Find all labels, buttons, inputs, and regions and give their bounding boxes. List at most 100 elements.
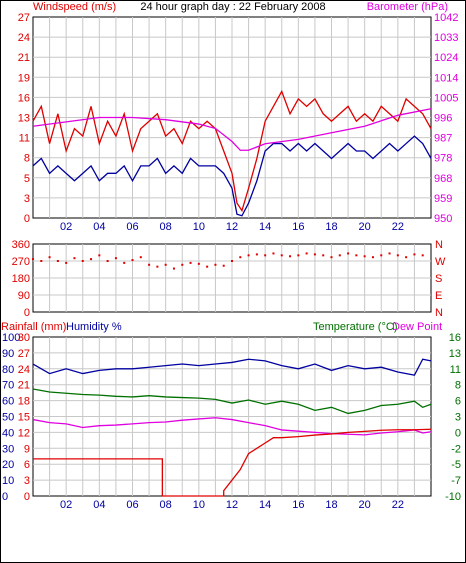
p2-direction-point xyxy=(396,254,399,257)
p1-left-tick-label: 8 xyxy=(24,153,30,165)
p3-rain-tick-label: 12 xyxy=(18,427,30,439)
p3-temp-tick-label: 11 xyxy=(450,364,461,376)
p2-direction-point xyxy=(264,254,267,257)
p2-direction-point xyxy=(189,261,192,264)
p2-direction-point xyxy=(56,260,59,262)
p3-humidity-tick-label: 70 xyxy=(2,380,14,392)
p3-humidity-tick-label: 20 xyxy=(2,459,14,471)
p2-right-tick-label: S xyxy=(435,273,442,285)
p2-direction-point xyxy=(347,252,350,255)
p3-humidity-tick-label: 30 xyxy=(2,443,14,455)
p1-x-tick-label: 16 xyxy=(292,221,304,233)
p2-direction-point xyxy=(172,267,175,270)
temperature-axis-label: Temperature (°C) xyxy=(313,321,397,333)
p3-x-tick-label: 22 xyxy=(392,499,404,511)
windspeed-axis-label: Windspeed (m/s) xyxy=(33,1,116,13)
p3-x-tick-label: 16 xyxy=(292,499,304,511)
p1-left-tick-label: 16 xyxy=(18,92,30,104)
p1-x-tick-label: 04 xyxy=(93,221,105,233)
p2-left-tick-label: 90 xyxy=(18,290,30,302)
p3-temp-tick-label: -10 xyxy=(445,491,461,503)
p3-x-tick-label: 04 xyxy=(93,499,105,511)
p3-temp-tick-label: 16 xyxy=(449,332,461,344)
p2-direction-point xyxy=(421,254,424,257)
p3-rain-tick-label: 0 xyxy=(24,491,30,503)
panel-3-series xyxy=(32,358,432,497)
p1-right-tick-label: 987 xyxy=(434,133,452,145)
p2-direction-point xyxy=(313,253,316,256)
p3-rain-tick-label: 3 xyxy=(24,475,30,487)
panel-2-left-ticks: 360 270 180 90 0 xyxy=(12,239,30,319)
p3-rain-tick-label: 21 xyxy=(18,380,30,392)
p1-left-tick-label: 11 xyxy=(19,133,30,145)
panel-2-series xyxy=(32,252,424,270)
p2-direction-point xyxy=(148,263,151,266)
panel-1-right-ticks: 950 959 968 978 987 996 1005 1014 1024 1033 1042 xyxy=(434,12,458,225)
p1-x-tick-label: 02 xyxy=(60,221,72,233)
p3-humidity-tick-label: 0 xyxy=(2,491,8,503)
p2-direction-point xyxy=(90,258,93,261)
p1-x-tick-label: 12 xyxy=(226,221,238,233)
p3-x-tick-label: 20 xyxy=(359,499,371,511)
panel-wind-barometer: Windspeed (m/s) 24 hour graph day : 22 F… xyxy=(18,1,459,233)
p2-direction-point xyxy=(255,253,258,256)
p2-left-tick-label: 360 xyxy=(12,239,30,251)
p2-direction-point xyxy=(73,257,76,260)
p2-direction-point xyxy=(65,261,68,264)
p3-x-tick-label: 14 xyxy=(259,499,271,511)
p3-humidity-tick-label: 90 xyxy=(2,348,14,360)
p1-right-tick-label: 1005 xyxy=(434,92,458,104)
p1-x-tick-label: 06 xyxy=(126,221,138,233)
p1-right-tick-label: 996 xyxy=(434,113,452,125)
p2-left-tick-label: 0 xyxy=(24,307,30,319)
p3-rain-tick-label: 30 xyxy=(18,332,30,344)
p3-x-tick-label: 12 xyxy=(226,499,238,511)
p2-direction-point xyxy=(197,262,200,265)
p3-series-line-magenta xyxy=(32,417,432,436)
p2-direction-point xyxy=(330,256,333,259)
p2-direction-point xyxy=(297,254,300,257)
p2-right-tick-label: E xyxy=(435,290,442,302)
p3-temp-tick-label: -7 xyxy=(451,475,461,487)
p1-right-tick-label: 959 xyxy=(434,193,452,205)
p2-direction-point xyxy=(280,254,283,257)
p2-left-tick-label: 180 xyxy=(12,273,30,285)
barometer-axis-label: Barometer (hPa) xyxy=(367,1,448,13)
p2-right-tick-label: N xyxy=(435,307,443,319)
p1-right-tick-label: 950 xyxy=(434,213,452,225)
p1-series-line-red xyxy=(32,89,432,213)
p2-right-tick-label: N xyxy=(435,239,443,251)
dewpoint-axis-label: Dew Point xyxy=(392,321,442,333)
p1-series-line-magenta xyxy=(32,108,432,151)
p2-right-tick-label: W xyxy=(435,256,446,268)
p3-humidity-tick-label: 40 xyxy=(2,427,14,439)
p1-x-tick-label: 22 xyxy=(392,221,404,233)
p3-humidity-tick-label: 10 xyxy=(2,475,14,487)
p2-direction-point xyxy=(289,255,292,258)
p2-direction-point xyxy=(338,254,341,257)
p3-humidity-tick-label: 60 xyxy=(2,396,14,408)
p2-direction-point xyxy=(114,257,117,260)
p1-left-tick-label: 24 xyxy=(18,32,30,44)
p1-left-tick-label: 3 xyxy=(24,193,30,205)
p1-right-tick-label: 978 xyxy=(434,153,452,165)
p2-direction-point xyxy=(156,265,159,268)
p1-right-tick-label: 1024 xyxy=(434,52,458,64)
p3-series-line-green xyxy=(32,388,432,415)
p3-temp-tick-label: 0 xyxy=(455,427,461,439)
p3-humidity-tick-label: 50 xyxy=(2,412,14,424)
p1-right-tick-label: 968 xyxy=(434,173,452,185)
p3-temp-tick-label: 8 xyxy=(455,380,461,392)
p1-x-tick-label: 10 xyxy=(193,221,205,233)
p2-direction-point xyxy=(81,260,84,262)
p2-direction-point xyxy=(32,258,34,261)
p3-series-line-blue xyxy=(32,358,432,376)
humidity-axis-label: Humidity % xyxy=(66,321,122,333)
panel-temp-humidity: Rainfall (mm) Humidity % Temperature (°C… xyxy=(1,321,461,511)
p3-x-tick-label: 06 xyxy=(126,499,138,511)
p2-direction-point xyxy=(247,254,250,257)
